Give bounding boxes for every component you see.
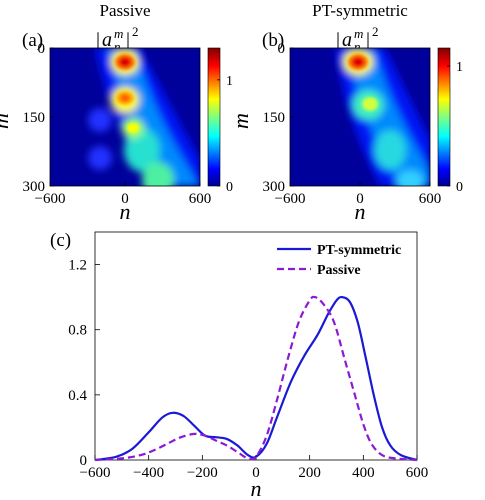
series-line-passive — [94, 295, 418, 462]
x-tick-label: 0 — [252, 465, 260, 481]
heatmap-b — [290, 48, 430, 186]
heatmap-b-axes: −600 0 600 0 150 300 n m — [228, 41, 441, 224]
y-tick-label: 150 — [23, 110, 46, 126]
legend-entry-label: Passive — [317, 263, 361, 278]
panel-b-label: (b) — [262, 30, 284, 51]
y-tick-label: 0 — [38, 41, 46, 57]
colorbar-a-ticks: 01 — [217, 74, 233, 195]
x-tick-label: −600 — [275, 191, 306, 207]
panel-c-label: (c) — [50, 230, 71, 251]
y-axis-label: m — [228, 113, 253, 129]
colorbar-tick-label: 1 — [226, 74, 233, 89]
x-tick-label: 600 — [189, 191, 212, 207]
panel-b-title: PT-symmetric — [312, 1, 408, 20]
panel-c: (c) −600 −400 −200 0 200 400 600 0 0.4 0.8 1.2 n PT… — [50, 230, 428, 500]
panel-b: (b) PT-symmetric | a m n | 2 — [228, 1, 463, 224]
svg-text:m: m — [354, 26, 363, 41]
y-tick-label: 0 — [278, 41, 286, 57]
panel-a-label: (a) — [22, 30, 43, 51]
legend-entry-label: PT-symmetric — [317, 243, 401, 258]
x-axis-label: n — [251, 476, 262, 500]
svg-text:n: n — [114, 39, 121, 54]
panel-b-quantity-label: | a m n | 2 — [336, 24, 379, 54]
x-tick-label: 0 — [356, 191, 364, 207]
colorbar-tick-label: 0 — [456, 180, 463, 195]
x-axis-label: n — [355, 199, 366, 224]
x-tick-label: −600 — [80, 465, 111, 481]
series-line-pt-symmetric — [94, 295, 418, 462]
x-tick-label: −600 — [35, 191, 66, 207]
y-tick-label: 300 — [23, 179, 46, 195]
x-tick-label: 200 — [298, 465, 321, 481]
x-tick-label: −200 — [187, 465, 218, 481]
heatmap-a-axes: −600 0 600 0 150 300 n m — [0, 41, 211, 224]
svg-text:|: | — [96, 29, 100, 51]
x-tick-label: 600 — [419, 191, 442, 207]
svg-text:2: 2 — [132, 24, 139, 39]
svg-text:a: a — [342, 29, 352, 51]
y-tick-label: 0.4 — [68, 388, 87, 404]
line-plot-frame — [94, 231, 418, 461]
colorbar-a — [207, 47, 221, 187]
colorbar-tick-label: 0 — [226, 180, 233, 195]
x-tick-label: −400 — [133, 465, 164, 481]
svg-text:n: n — [354, 39, 361, 54]
y-tick-label: 1.2 — [68, 258, 87, 274]
svg-text:|: | — [366, 29, 370, 51]
panel-a-title: Passive — [100, 1, 151, 20]
svg-text:|: | — [126, 29, 130, 51]
x-tick-label: 600 — [406, 465, 429, 481]
x-axis-label: n — [120, 199, 131, 224]
y-tick-label: 150 — [263, 110, 286, 126]
svg-text:m: m — [114, 26, 123, 41]
x-tick-label: 0 — [121, 191, 129, 207]
y-tick-label: 0.8 — [68, 323, 87, 339]
line-plot-series — [94, 295, 418, 462]
y-tick-label: 0 — [80, 453, 88, 469]
line-plot-axes: −600 −400 −200 0 200 400 600 0 0.4 0.8 1.2 n — [68, 258, 428, 500]
legend: PT-symmetric Passive — [277, 243, 401, 278]
y-axis-label: m — [0, 113, 13, 129]
colorbar-tick-label: 1 — [456, 60, 463, 75]
y-tick-label: 300 — [263, 179, 286, 195]
colorbar-b-ticks: 01 — [447, 60, 463, 195]
panel-a-quantity-label: | a m n | 2 — [96, 24, 139, 54]
svg-text:a: a — [102, 29, 112, 51]
colorbar-b — [437, 47, 451, 187]
svg-text:|: | — [336, 29, 340, 51]
heatmap-a — [50, 48, 200, 186]
x-tick-label: 400 — [352, 465, 375, 481]
panel-a: (a) Passive | a m n | 2 — [0, 1, 233, 224]
svg-text:2: 2 — [372, 24, 379, 39]
